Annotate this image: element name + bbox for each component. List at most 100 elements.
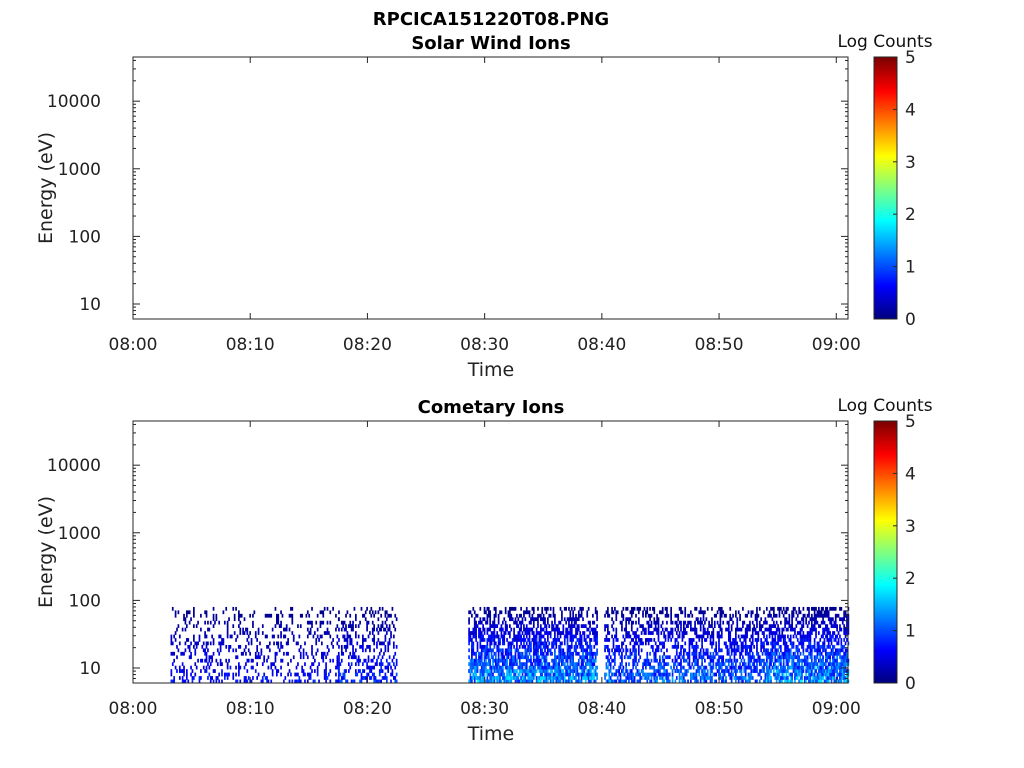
spectrogram-cell: [822, 676, 824, 680]
spectrogram-cell: [528, 641, 531, 646]
spectrogram-cell: [301, 669, 304, 673]
spectrogram-cell: [715, 651, 718, 656]
spectrogram-cell: [702, 610, 705, 615]
spectrogram-cell: [708, 662, 710, 667]
spectrogram-cell: [609, 662, 612, 667]
spectrogram-cell: [468, 617, 470, 622]
spectrogram-cell: [605, 644, 608, 649]
spectrogram-cell: [475, 665, 477, 670]
spectrogram-cell: [802, 644, 805, 649]
spectrogram-cell: [367, 655, 370, 660]
spectrogram-cell: [589, 631, 591, 635]
spectrogram-cell: [775, 665, 778, 670]
spectrogram-cell: [832, 676, 834, 680]
spectrogram-cell: [562, 676, 565, 680]
spectrogram-cell: [834, 651, 837, 656]
spectrogram-cell: [554, 634, 556, 639]
spectrogram-cell: [836, 676, 838, 680]
spectrogram-cell: [350, 627, 353, 632]
spectrogram-cell: [615, 627, 618, 632]
spectrogram-cell: [607, 648, 609, 653]
colorbar-step: [874, 523, 897, 526]
spectrogram-cell: [486, 617, 489, 622]
spectrogram-cell: [201, 658, 204, 663]
spectrogram-cell: [725, 679, 727, 684]
spectrogram-cell: [781, 610, 784, 615]
spectrogram-cell: [654, 658, 657, 663]
spectrogram-cell: [181, 651, 184, 656]
spectrogram-cell: [554, 613, 556, 618]
spectrogram-cell: [608, 613, 611, 618]
spectrogram-cell: [733, 638, 736, 642]
spectrogram-cell: [788, 672, 791, 677]
spectrogram-cell: [178, 634, 181, 639]
spectrogram-cell: [569, 610, 572, 615]
spectrogram-cell: [563, 606, 566, 611]
spectrogram-cell: [549, 634, 552, 639]
spectrogram-cell: [510, 672, 513, 677]
spectrogram-cell: [808, 620, 810, 625]
spectrogram-cell: [200, 613, 202, 618]
spectrogram-cell: [729, 658, 732, 663]
spectrogram-cell: [473, 679, 476, 684]
spectrogram-cell: [292, 634, 295, 639]
spectrogram-cell: [583, 634, 586, 639]
spectrogram-cell: [559, 631, 562, 635]
spectrogram-cell: [532, 665, 535, 670]
spectrogram-cell: [761, 669, 764, 673]
spectrogram-cell: [788, 620, 791, 625]
spectrogram-cell: [695, 672, 698, 677]
spectrogram-cell: [507, 644, 510, 649]
spectrogram-cell: [384, 665, 387, 670]
spectrogram-cell: [780, 676, 782, 680]
spectrogram-cell: [705, 651, 708, 656]
spectrogram-cell: [326, 676, 329, 680]
colorbar-step: [874, 533, 897, 536]
spectrogram-cell: [321, 610, 323, 615]
spectrogram-cell: [501, 655, 504, 660]
spectrogram-cell: [750, 648, 753, 653]
spectrogram-cell: [654, 676, 657, 680]
spectrogram-cell: [778, 676, 781, 680]
spectrogram-cell: [826, 638, 829, 642]
spectrogram-cell: [823, 679, 826, 684]
spectrogram-cell: [521, 662, 524, 667]
spectrogram-cell: [823, 669, 826, 673]
colorbar-step: [874, 553, 897, 556]
spectrogram-cell: [695, 651, 698, 656]
colorbar-step: [874, 73, 897, 76]
spectrogram-cell: [384, 620, 387, 625]
spectrogram-cell: [586, 658, 589, 663]
spectrogram-cell: [777, 655, 779, 660]
spectrogram-cell: [544, 631, 546, 635]
spectrogram-cell: [579, 641, 582, 646]
spectrogram-cell: [646, 620, 649, 625]
spectrogram-cell: [486, 606, 489, 611]
spectrogram-cell: [518, 620, 521, 625]
spectrogram-cell: [381, 676, 384, 680]
spectrogram-cell: [575, 669, 577, 673]
spectrogram-cell: [565, 627, 567, 632]
spectrogram-cell: [472, 627, 475, 632]
spectrogram-cell: [256, 655, 259, 660]
spectrogram-cell: [541, 655, 544, 660]
colorbar-step: [874, 611, 897, 614]
spectrogram-cell: [487, 658, 490, 663]
spectrogram-cell: [378, 606, 381, 611]
spectrogram-cell: [520, 651, 522, 656]
spectrogram-cell: [805, 638, 808, 642]
spectrogram-cell: [582, 658, 584, 663]
y-tick-label: 100: [69, 227, 101, 247]
spectrogram-cell: [326, 644, 329, 649]
spectrogram-cell: [637, 634, 640, 639]
spectrogram-cell: [819, 651, 822, 656]
spectrogram-cell: [575, 631, 577, 635]
spectrogram-cell: [204, 620, 206, 625]
spectrogram-cell: [746, 648, 748, 653]
spectrogram-cell: [815, 658, 817, 663]
spectrogram-cell: [554, 669, 556, 673]
spectrogram-cell: [810, 606, 813, 611]
spectrogram-cell: [297, 624, 299, 628]
spectrogram-cell: [513, 658, 515, 663]
spectrogram-cell: [712, 631, 715, 635]
